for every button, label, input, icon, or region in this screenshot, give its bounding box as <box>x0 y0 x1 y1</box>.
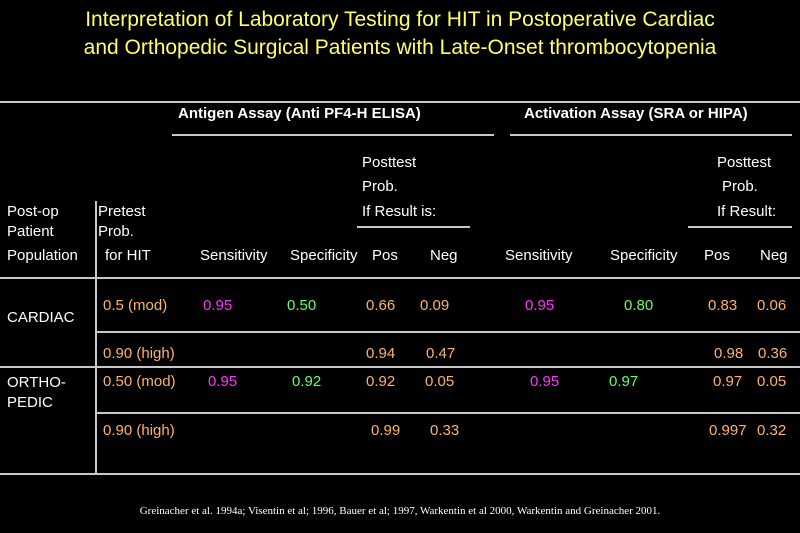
activation-pos-header: Pos <box>704 247 730 264</box>
cardiac-mod-antigen-sensitivity: 0.95 <box>203 297 233 314</box>
posttest-activation-line3: If Result: <box>717 203 777 220</box>
cardiac-mod-antigen-pos: 0.66 <box>366 297 396 314</box>
antigen-specificity-header: Specificity <box>290 247 358 264</box>
slide-title-line2: and Orthopedic Surgical Patients with La… <box>83 36 717 59</box>
activation-specificity-header: Specificity <box>610 247 678 264</box>
antigen-posttest-rule <box>357 226 470 228</box>
ortho-mod-activation-specificity: 0.97 <box>609 373 639 390</box>
cardiac-mod-antigen-specificity: 0.50 <box>287 297 317 314</box>
ortho-high-activation-neg: 0.32 <box>757 422 787 439</box>
pretest-header-line3: for HIT <box>105 247 151 264</box>
ortho-mod-activation-pos: 0.97 <box>713 373 743 390</box>
pretest-header-line2: Prob. <box>98 223 134 240</box>
pretest-header-line1: Pretest <box>98 203 146 220</box>
cardiac-mod-activation-specificity: 0.80 <box>624 297 654 314</box>
postop-header-line2: Patient <box>7 223 54 240</box>
cardiac-mod-activation-sensitivity: 0.95 <box>525 297 555 314</box>
header-bottom-rule <box>0 277 800 279</box>
posttest-antigen-line1: Posttest <box>362 154 417 171</box>
cardiac-mod-activation-pos: 0.83 <box>708 297 738 314</box>
cardiac-high-pretest: 0.90 (high) <box>103 345 175 362</box>
antigen-assay-header: Antigen Assay (Anti PF4-H ELISA) <box>178 105 421 122</box>
cardiac-mod-pretest: 0.5 (mod) <box>103 297 168 314</box>
ortho-high-antigen-neg: 0.33 <box>430 422 460 439</box>
postop-header-line1: Post-op <box>7 203 59 220</box>
posttest-antigen-line2: Prob. <box>362 178 398 195</box>
antigen-neg-header: Neg <box>430 247 458 264</box>
posttest-activation-line2: Prob. <box>722 178 758 195</box>
ortho-mod-activation-sensitivity: 0.95 <box>530 373 560 390</box>
activation-neg-header: Neg <box>760 247 788 264</box>
ortho-mod-activation-neg: 0.05 <box>757 373 787 390</box>
antigen-sensitivity-header: Sensitivity <box>200 247 268 264</box>
cardiac-bottom-rule <box>0 366 800 368</box>
ortho-mid-rule <box>96 412 800 414</box>
ortho-high-pretest: 0.90 (high) <box>103 422 175 439</box>
antigen-header-rule <box>172 134 494 136</box>
activation-header-rule <box>510 134 792 136</box>
ortho-label-line2: PEDIC <box>7 394 53 411</box>
cardiac-mid-rule <box>96 331 800 333</box>
ortho-high-antigen-pos: 0.99 <box>371 422 401 439</box>
ortho-mod-antigen-sensitivity: 0.95 <box>208 373 238 390</box>
cardiac-mod-activation-neg: 0.06 <box>757 297 787 314</box>
ortho-mod-antigen-specificity: 0.92 <box>292 373 322 390</box>
cardiac-high-activation-pos: 0.98 <box>714 345 744 362</box>
cardiac-high-antigen-pos: 0.94 <box>366 345 396 362</box>
posttest-activation-line1: Posttest <box>717 154 772 171</box>
reference-citation: Greinacher et al. 1994a; Visentin et al;… <box>139 505 661 517</box>
posttest-antigen-line3: If Result is: <box>362 203 437 220</box>
slide-title-line1: Interpretation of Laboratory Testing for… <box>85 8 715 31</box>
pretest-column-rule <box>95 201 97 473</box>
ortho-mod-pretest: 0.50 (mod) <box>103 373 176 390</box>
ortho-mod-antigen-pos: 0.92 <box>366 373 396 390</box>
antigen-pos-header: Pos <box>372 247 398 264</box>
cardiac-high-antigen-neg: 0.47 <box>426 345 456 362</box>
activation-assay-header: Activation Assay (SRA or HIPA) <box>524 105 748 122</box>
ortho-label-line1: ORTHO- <box>7 374 66 391</box>
postop-header-line3: Population <box>7 247 78 264</box>
ortho-high-activation-pos: 0.997 <box>709 422 747 439</box>
cardiac-mod-antigen-neg: 0.09 <box>420 297 450 314</box>
activation-posttest-rule <box>688 226 792 228</box>
ortho-mod-antigen-neg: 0.05 <box>425 373 455 390</box>
table-top-rule <box>0 101 800 103</box>
cardiac-label: CARDIAC <box>7 309 75 326</box>
cardiac-high-activation-neg: 0.36 <box>758 345 788 362</box>
activation-sensitivity-header: Sensitivity <box>505 247 573 264</box>
table-bottom-rule <box>0 473 800 475</box>
